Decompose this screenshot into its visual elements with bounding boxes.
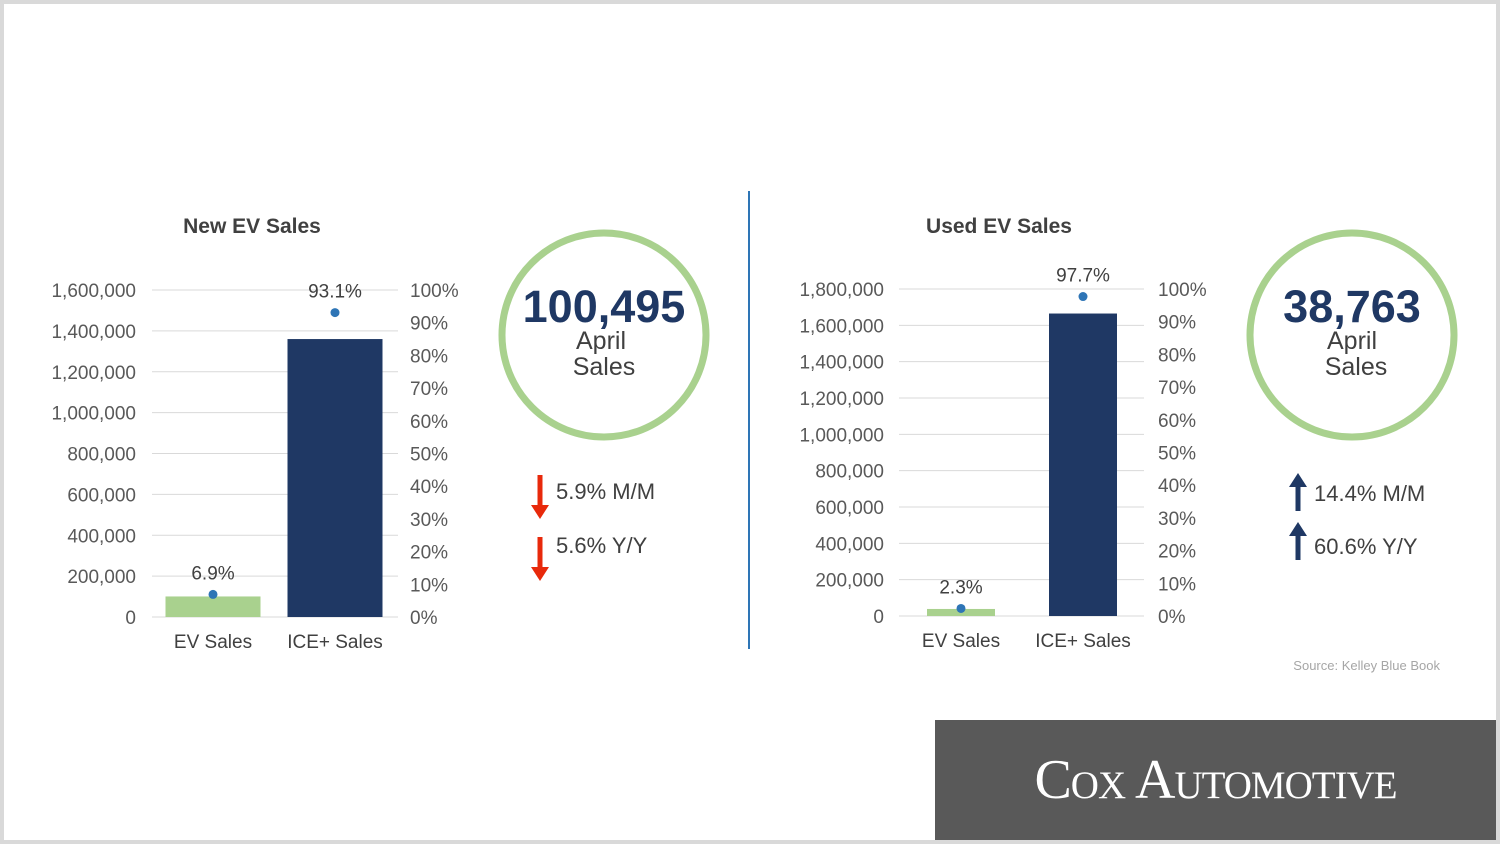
y-tick-label: 1,000,000 <box>51 404 136 425</box>
y-tick-label: 1,200,000 <box>51 363 136 384</box>
data-label: 97.7% <box>1056 266 1110 287</box>
share-point <box>208 589 218 599</box>
summary-number: 100,495 <box>523 281 686 332</box>
share-point <box>330 308 340 318</box>
y2-tick-label: 30% <box>1158 509 1196 530</box>
y2-tick-label: 10% <box>1158 574 1196 595</box>
data-label: 6.9% <box>191 563 234 584</box>
y-tick-label: 600,000 <box>67 485 136 506</box>
y-tick-label: 200,000 <box>67 567 136 588</box>
new-ev-summary: 100,495 April Sales 5.9% M/M 5.6% Y/Y <box>498 229 710 581</box>
y2-tick-label: 60% <box>410 412 448 433</box>
y2-tick-label: 100% <box>410 281 459 302</box>
source-note: Source: Kelley Blue Book <box>1293 658 1440 673</box>
y2-tick-label: 70% <box>1158 378 1196 399</box>
category-label: ICE+ Sales <box>287 632 383 653</box>
y2-tick-label: 90% <box>1158 313 1196 334</box>
y-tick-label: 600,000 <box>815 498 884 519</box>
y-tick-label: 800,000 <box>67 445 136 466</box>
share-point <box>956 603 966 613</box>
y-tick-label: 200,000 <box>815 571 884 592</box>
used-ev-sales-chart: Used EV Sales 0 200,000 400,000 600,000 800,… <box>799 215 1206 652</box>
cox-automotive-logo: Cox Automotive <box>935 720 1496 840</box>
slide: New EV Sales 0 200,000 400,000 600,000 800,0… <box>4 4 1496 840</box>
y2-tick-label: 10% <box>410 575 448 596</box>
y-tick-label: 1,000,000 <box>799 425 884 446</box>
bar-ice-sales <box>287 339 383 617</box>
y2-tick-label: 80% <box>1158 345 1196 366</box>
category-label: EV Sales <box>922 631 1000 652</box>
y-tick-label: 1,400,000 <box>799 353 884 374</box>
summary-ring <box>1246 229 1458 441</box>
arrow-down-icon <box>531 475 549 519</box>
y2-tick-label: 60% <box>1158 411 1196 432</box>
summary-label-line2: Sales <box>1325 353 1388 381</box>
y2-tick-label: 70% <box>410 379 448 400</box>
y-tick-label: 1,600,000 <box>799 316 884 337</box>
data-label: 93.1% <box>308 282 362 303</box>
y2-tick-label: 40% <box>410 477 448 498</box>
category-label: EV Sales <box>174 632 252 653</box>
summary-label-line1: April <box>1327 327 1377 355</box>
y2-tick-label: 20% <box>1158 542 1196 563</box>
change-mm: 14.4% M/M <box>1314 481 1425 506</box>
data-label: 2.3% <box>939 577 982 598</box>
summary-ring <box>498 229 710 441</box>
y2-tick-label: 0% <box>410 608 438 629</box>
y2-tick-label: 30% <box>410 510 448 531</box>
logo-text: Cox Automotive <box>1034 749 1397 811</box>
summary-label-line2: Sales <box>573 353 636 381</box>
arrow-up-icon <box>1289 522 1307 560</box>
y2-tick-label: 80% <box>410 346 448 367</box>
change-mm: 5.9% M/M <box>556 479 655 504</box>
summary-number: 38,763 <box>1283 281 1421 332</box>
y-tick-label: 0 <box>873 607 884 628</box>
arrow-up-icon <box>1289 473 1307 511</box>
y2-tick-label: 40% <box>1158 476 1196 497</box>
y2-tick-label: 100% <box>1158 280 1207 301</box>
y-tick-label: 400,000 <box>67 526 136 547</box>
y-tick-label: 0 <box>125 608 136 629</box>
category-label: ICE+ Sales <box>1035 631 1131 652</box>
y-tick-label: 400,000 <box>815 534 884 555</box>
y-tick-label: 1,200,000 <box>799 389 884 410</box>
used-ev-summary: 38,763 April Sales 14.4% M/M 60.6% Y/Y <box>1246 229 1458 560</box>
summary-label-line1: April <box>576 327 626 355</box>
y2-tick-label: 90% <box>410 314 448 335</box>
chart-title: Used EV Sales <box>926 215 1072 238</box>
bar-ice-sales <box>1049 313 1117 616</box>
chart-title: New EV Sales <box>183 215 321 238</box>
slide-canvas: New EV Sales 0 200,000 400,000 600,000 800,0… <box>51 191 1458 673</box>
arrow-down-icon <box>531 537 549 581</box>
y-tick-label: 1,600,000 <box>51 281 136 302</box>
change-yy: 60.6% Y/Y <box>1314 534 1418 559</box>
y-tick-label: 800,000 <box>815 462 884 483</box>
y2-tick-label: 50% <box>410 445 448 466</box>
change-yy: 5.6% Y/Y <box>556 533 648 558</box>
share-point <box>1078 292 1088 302</box>
new-ev-sales-chart: New EV Sales 0 200,000 400,000 600,000 800,0… <box>51 215 458 653</box>
y-tick-label: 1,400,000 <box>51 322 136 343</box>
y2-tick-label: 0% <box>1158 607 1186 628</box>
bar-ev-sales <box>165 596 261 617</box>
y-tick-label: 1,800,000 <box>799 280 884 301</box>
y2-tick-label: 50% <box>1158 444 1196 465</box>
y2-tick-label: 20% <box>410 543 448 564</box>
